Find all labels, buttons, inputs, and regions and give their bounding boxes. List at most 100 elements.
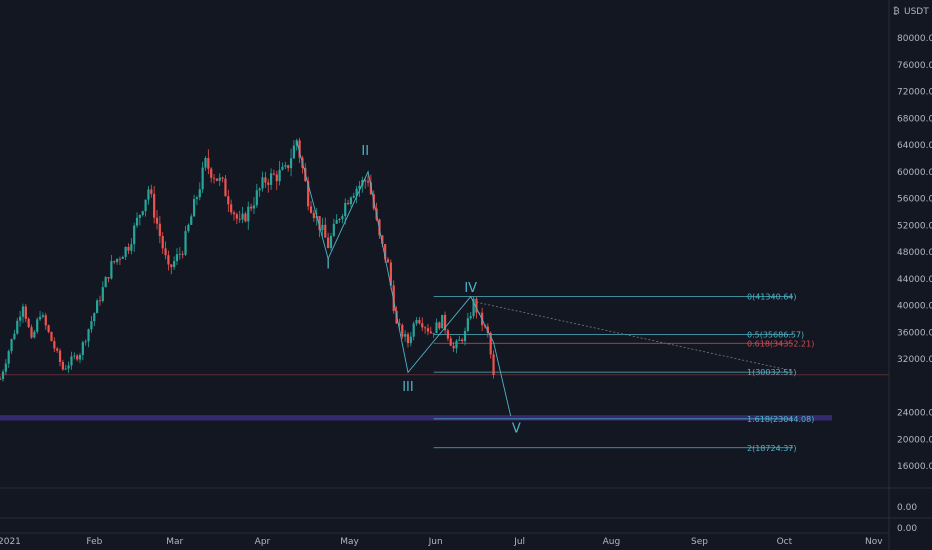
candle-body bbox=[421, 323, 424, 328]
candle-body bbox=[232, 212, 236, 215]
candle-body bbox=[90, 321, 93, 330]
candle-body bbox=[289, 158, 293, 169]
candle-body bbox=[204, 158, 207, 168]
candle-body bbox=[150, 189, 153, 194]
y-tick-label: 32000.00 bbox=[897, 355, 932, 365]
candle-body bbox=[432, 332, 435, 334]
candle-body bbox=[147, 189, 150, 200]
candle-body bbox=[10, 339, 13, 352]
y-tick-label: 76000.00 bbox=[897, 61, 932, 71]
currency-icon: ₿ bbox=[893, 6, 900, 17]
candle-body bbox=[418, 319, 421, 324]
candle-body bbox=[366, 181, 370, 183]
indicator-value-label: 0.00 bbox=[897, 503, 917, 513]
fib-level-label: 0.618(34352.21) bbox=[747, 339, 814, 348]
candle-body bbox=[113, 261, 116, 263]
candle-body bbox=[158, 223, 161, 237]
y-tick-label: 56000.00 bbox=[897, 195, 932, 205]
x-tick-label: Sep bbox=[691, 537, 708, 547]
candle-body bbox=[173, 261, 176, 268]
candle-body bbox=[76, 355, 79, 360]
candle-body bbox=[38, 316, 42, 320]
y-tick-label: 48000.00 bbox=[897, 248, 932, 258]
candle-body bbox=[324, 224, 327, 238]
candle-body bbox=[19, 316, 22, 321]
candle-body bbox=[130, 244, 133, 251]
candle-body bbox=[141, 211, 144, 215]
candle-body bbox=[406, 334, 410, 344]
candle-body bbox=[58, 350, 62, 362]
candle-body bbox=[384, 244, 387, 260]
currency-label: USDT bbox=[904, 7, 929, 17]
wave-label: I bbox=[326, 258, 330, 273]
y-tick-label: 68000.00 bbox=[897, 114, 932, 124]
candle-body bbox=[261, 177, 264, 189]
candle-body bbox=[352, 195, 355, 198]
candle-body bbox=[73, 355, 76, 357]
candle-body bbox=[307, 181, 310, 207]
candle-body bbox=[33, 331, 36, 338]
y-tick-label: 20000.00 bbox=[897, 435, 932, 445]
candle-body bbox=[153, 193, 156, 218]
candle-body bbox=[278, 169, 281, 182]
candle-body bbox=[244, 213, 247, 222]
candle-body bbox=[344, 203, 347, 217]
candle-body bbox=[24, 306, 27, 319]
candle-body bbox=[247, 206, 250, 222]
candle-body bbox=[181, 253, 184, 255]
candle-body bbox=[175, 254, 179, 262]
candle-body bbox=[96, 300, 99, 314]
wave-label: V bbox=[512, 422, 521, 437]
x-tick-label: May bbox=[340, 537, 359, 547]
fib-level-label: 0.5(35686.57) bbox=[747, 330, 804, 339]
candle-body bbox=[486, 326, 489, 333]
candle-body bbox=[287, 165, 290, 169]
candle-body bbox=[224, 178, 227, 197]
fib-level-label: 1.618(23044.08) bbox=[747, 415, 814, 424]
candle-body bbox=[423, 327, 427, 329]
fib-level-label: 0(41340.64) bbox=[747, 293, 797, 302]
candle-body bbox=[1, 371, 5, 380]
candle-body bbox=[449, 338, 452, 346]
x-tick-label: Feb bbox=[86, 537, 102, 547]
candle-body bbox=[346, 203, 350, 205]
candle-body bbox=[409, 336, 412, 344]
candle-body bbox=[50, 331, 53, 342]
candle-body bbox=[164, 248, 167, 256]
candle-body bbox=[167, 255, 170, 265]
candle-body bbox=[415, 319, 418, 324]
candle-body bbox=[227, 196, 230, 205]
candle-body bbox=[133, 225, 136, 245]
x-tick-label: Jun bbox=[428, 537, 443, 547]
candle-body bbox=[446, 330, 450, 339]
candle-body bbox=[41, 315, 45, 317]
candle-body bbox=[438, 322, 441, 329]
candle-body bbox=[118, 258, 122, 260]
candle-body bbox=[386, 259, 390, 263]
x-tick-label: Jul bbox=[513, 537, 525, 547]
candle-body bbox=[466, 318, 469, 331]
price-axis-background bbox=[889, 0, 932, 550]
target-zone bbox=[0, 415, 832, 421]
x-tick-label: Nov bbox=[865, 537, 883, 547]
candle-body bbox=[264, 177, 267, 183]
candle-body bbox=[238, 218, 241, 220]
y-tick-label: 24000.00 bbox=[897, 409, 932, 419]
candle-body bbox=[135, 217, 139, 226]
candle-body bbox=[252, 205, 256, 209]
candle-body bbox=[138, 214, 141, 218]
candle-body bbox=[178, 253, 181, 255]
candle-body bbox=[361, 180, 364, 186]
candle-body bbox=[327, 237, 330, 248]
candle-body bbox=[218, 177, 221, 181]
candle-body bbox=[170, 264, 173, 268]
candle-body bbox=[312, 212, 315, 219]
candle-body bbox=[4, 363, 7, 372]
candle-body bbox=[84, 341, 87, 343]
candle-body bbox=[338, 219, 341, 221]
candle-body bbox=[341, 216, 344, 220]
x-tick-label: 2021 bbox=[0, 537, 21, 547]
candle-body bbox=[309, 206, 313, 213]
